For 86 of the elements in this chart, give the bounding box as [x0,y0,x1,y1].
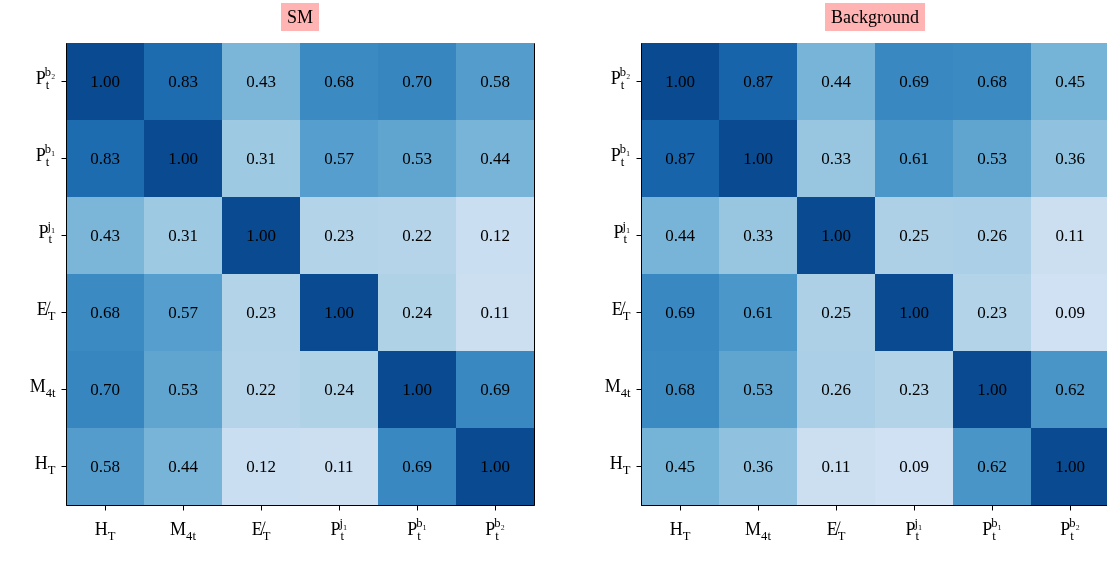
data-label: 1.00 [168,148,198,168]
y-tick-label: E̸$_{T}$ [36,298,56,323]
data-label: 0.83 [90,148,120,168]
data-label: 0.43 [246,71,276,91]
data-label: 0.23 [899,379,929,399]
data-label: 0.61 [743,302,773,322]
data-label: 0.68 [90,302,120,322]
data-label: 0.70 [90,379,120,399]
data-label: 1.00 [821,225,851,245]
data-label: 0.31 [246,148,276,168]
data-label: 1.00 [480,456,510,476]
x-tick-label: E̸$_{T}$ [251,518,271,543]
data-label: 1.00 [977,379,1007,399]
data-label: 0.24 [324,379,355,399]
data-label: 0.11 [324,456,354,476]
data-label: 0.69 [665,302,695,322]
data-label: 0.62 [977,456,1007,476]
data-label: 0.11 [821,456,851,476]
y-tick-label: H$_{T}$ [34,452,56,477]
x-tick-label: E̸$_{T}$ [826,518,846,543]
data-label: 1.00 [246,225,276,245]
data-label: 1.00 [402,379,432,399]
data-label: 1.00 [665,71,695,91]
data-label: 0.44 [480,148,511,168]
x-tick-label: M$_{4t}$ [745,518,772,543]
data-label: 0.43 [90,225,120,245]
y-tick-label: M$_{4t}$ [604,375,631,400]
data-label: 0.83 [168,71,198,91]
data-label: 0.68 [324,71,354,91]
data-label: 0.62 [1055,379,1085,399]
x-tick-label: M$_{4t}$ [170,518,197,543]
data-label: 0.22 [402,225,432,245]
data-label: 0.22 [246,379,276,399]
data-label: 1.00 [1055,456,1085,476]
data-label: 0.36 [1055,148,1085,168]
data-label: 0.45 [665,456,695,476]
data-label: 0.26 [977,225,1007,245]
data-label: 0.69 [899,71,929,91]
data-label: 1.00 [90,71,120,91]
data-label: 0.11 [1055,225,1085,245]
data-label: 0.53 [402,148,432,168]
data-label: 0.58 [90,456,120,476]
data-label: 0.25 [899,225,929,245]
data-label: 0.53 [168,379,198,399]
data-label: 0.31 [168,225,198,245]
data-label: 0.57 [324,148,355,168]
data-label: 0.57 [168,302,199,322]
data-label: 0.70 [402,71,432,91]
data-label: 0.61 [899,148,929,168]
y-tick-label: H$_{T}$ [609,452,631,477]
data-label: 0.58 [480,71,510,91]
data-label: 0.69 [480,379,510,399]
data-label: 0.24 [402,302,433,322]
y-tick-label: M$_{4t}$ [29,375,56,400]
data-label: 0.45 [1055,71,1085,91]
data-label: 0.68 [665,379,695,399]
data-label: 0.53 [977,148,1007,168]
x-tick-label: H$_{T}$ [669,518,691,543]
data-label: 0.33 [743,225,773,245]
data-label: 0.09 [1055,302,1085,322]
data-label: 0.23 [977,302,1007,322]
data-label: 0.12 [246,456,276,476]
data-label: 0.33 [821,148,851,168]
data-label: 1.00 [899,302,929,322]
x-tick-label: H$_{T}$ [94,518,116,543]
data-label: 0.36 [743,456,773,476]
data-label: 0.87 [743,71,774,91]
data-label: 0.12 [480,225,510,245]
data-label: 0.23 [246,302,276,322]
chart-title: Background [831,7,919,27]
data-label: 1.00 [743,148,773,168]
data-label: 0.44 [821,71,852,91]
chart-title: SM [286,7,314,27]
data-label: 0.68 [977,71,1007,91]
data-label: 0.53 [743,379,773,399]
data-label: 0.25 [821,302,851,322]
data-label: 0.44 [168,456,199,476]
data-label: 0.23 [324,225,354,245]
data-label: 0.09 [899,456,929,476]
data-label: 0.26 [821,379,851,399]
data-label: 0.87 [665,148,696,168]
y-tick-label: E̸$_{T}$ [611,298,631,323]
data-label: 0.69 [402,456,432,476]
data-label: 0.11 [480,302,510,322]
data-label: 0.44 [665,225,696,245]
data-label: 1.00 [324,302,354,322]
